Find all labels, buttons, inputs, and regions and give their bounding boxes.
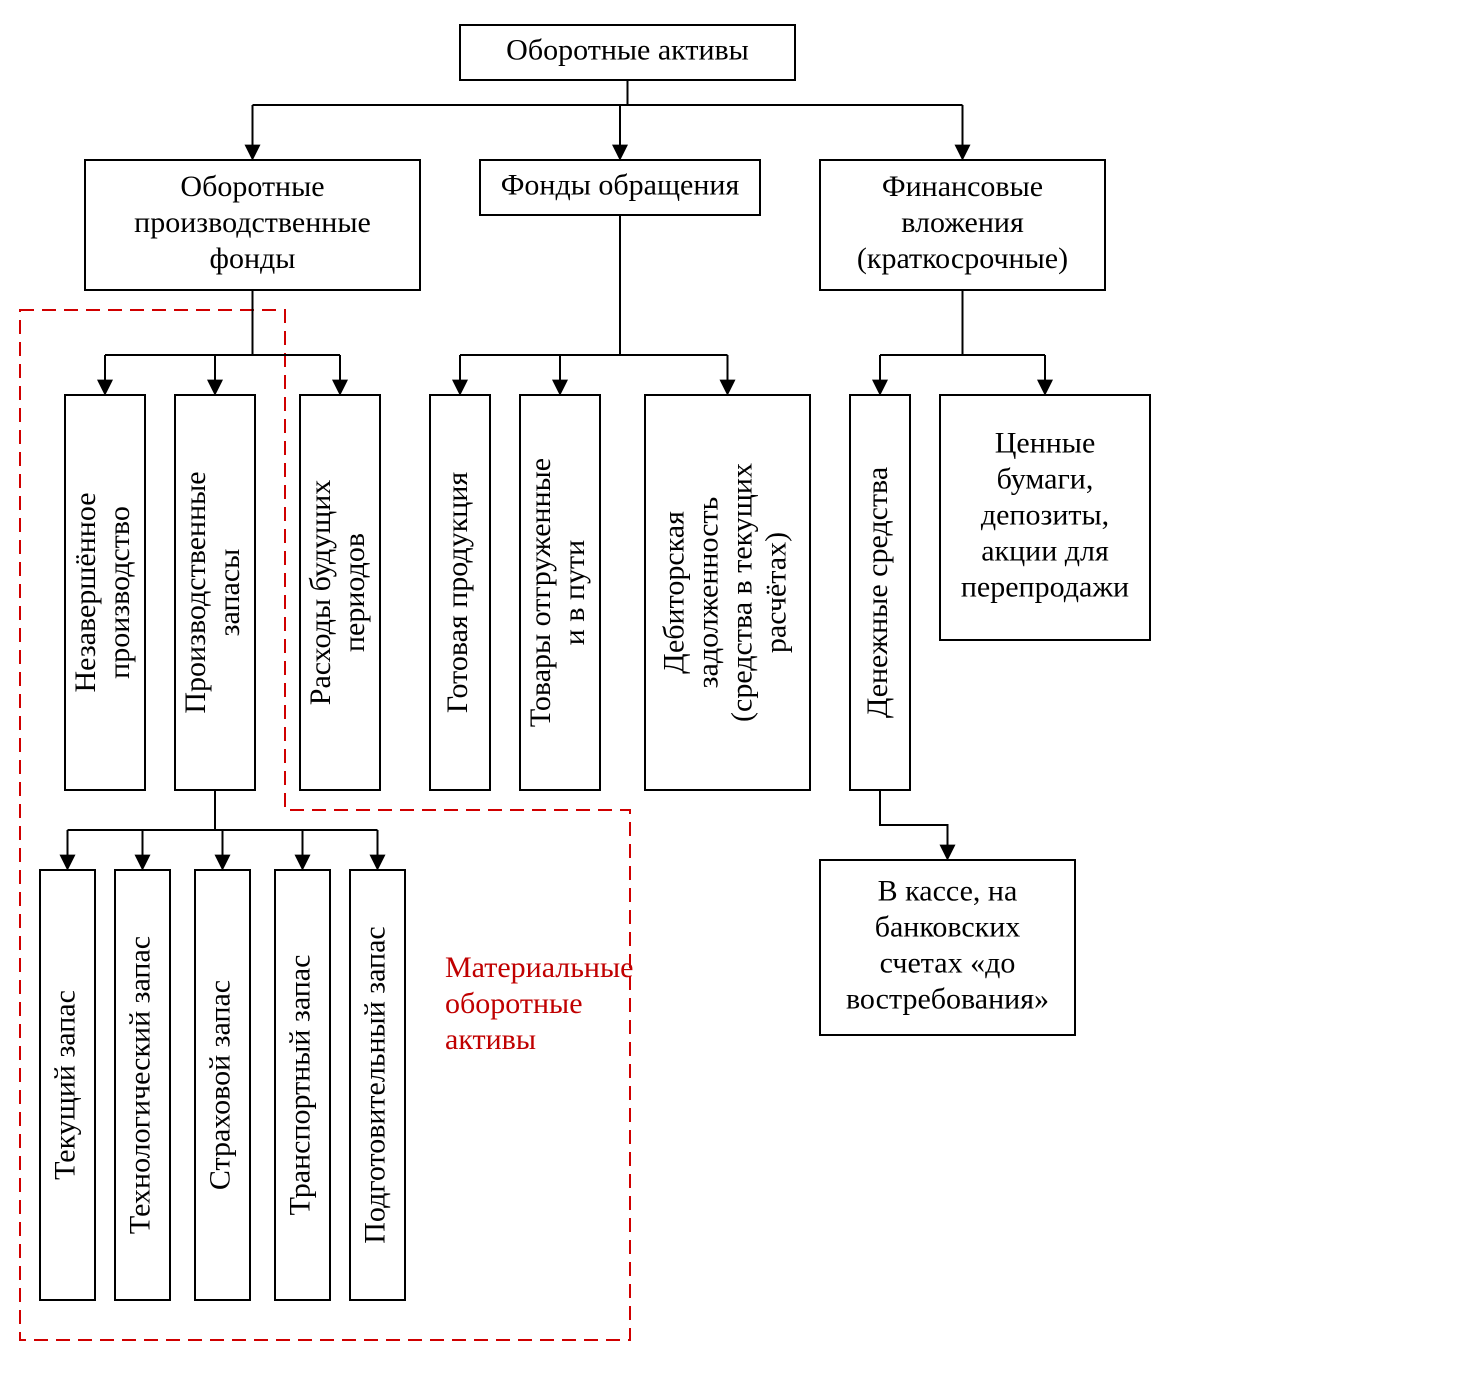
- node-label: запасы: [213, 549, 246, 637]
- annotation-material-assets: оборотные: [445, 987, 583, 1020]
- edge: [880, 790, 948, 858]
- node-label: Дебиторская: [657, 511, 690, 674]
- node-label: производственные: [134, 206, 371, 239]
- node-label-group: Денежные средства: [861, 467, 894, 718]
- node-label: Товары отгруженные: [524, 458, 557, 727]
- node-label: бумаги,: [997, 462, 1094, 495]
- node-label: (средства в текущих: [725, 463, 758, 722]
- diagram-canvas: Материальныеоборотныеактивы Оборотные акт…: [0, 0, 1473, 1380]
- node-label: вложения: [901, 206, 1024, 239]
- node-label: Готовая продукция: [441, 472, 474, 714]
- node-label: счетах «до: [880, 946, 1016, 979]
- node-label-group: Страховой запас: [203, 980, 236, 1190]
- node-label: Технологический запас: [123, 936, 156, 1234]
- node-label: Ценные: [995, 426, 1096, 459]
- node-label: Страховой запас: [203, 980, 236, 1190]
- node-label: Незавершённое: [69, 492, 102, 692]
- node-label-group: Готовая продукция: [441, 472, 474, 714]
- node-label: Оборотные активы: [506, 33, 749, 66]
- node-label: депозиты,: [981, 498, 1109, 531]
- node-label: производство: [103, 506, 136, 679]
- node-label: задолженность: [691, 497, 724, 689]
- annotation-material-assets: активы: [445, 1023, 536, 1056]
- node-label: Производственные: [179, 471, 212, 713]
- node-label: перепродажи: [961, 570, 1129, 603]
- node-label: и в пути: [558, 540, 591, 645]
- node-label: Финансовые: [882, 170, 1043, 203]
- node-label: (краткосрочные): [857, 242, 1068, 275]
- node-label: периодов: [338, 533, 371, 652]
- node-label: востребования»: [846, 982, 1049, 1015]
- node-label-group: Текущий запас: [48, 990, 81, 1180]
- node-label-group: Транспортный запас: [283, 955, 316, 1216]
- node-label: Фонды обращения: [501, 168, 740, 201]
- node-label: фонды: [210, 242, 296, 275]
- node-label: акции для: [981, 534, 1109, 567]
- node-label: Денежные средства: [861, 467, 894, 718]
- node-label: Подготовительный запас: [358, 926, 391, 1243]
- node-label: Расходы будущих: [304, 480, 337, 705]
- node-label-group: Незавершённоепроизводство: [69, 492, 136, 692]
- node-label: банковских: [875, 910, 1021, 943]
- node-label-group: Технологический запас: [123, 936, 156, 1234]
- node-label: В кассе, на: [878, 874, 1018, 907]
- node-label: Оборотные: [180, 170, 324, 203]
- node-label: расчётах): [759, 532, 792, 653]
- node-label: Транспортный запас: [283, 955, 316, 1216]
- annotation-material-assets: Материальные: [445, 951, 633, 984]
- node-label-group: Подготовительный запас: [358, 926, 391, 1243]
- node-label: Текущий запас: [48, 990, 81, 1180]
